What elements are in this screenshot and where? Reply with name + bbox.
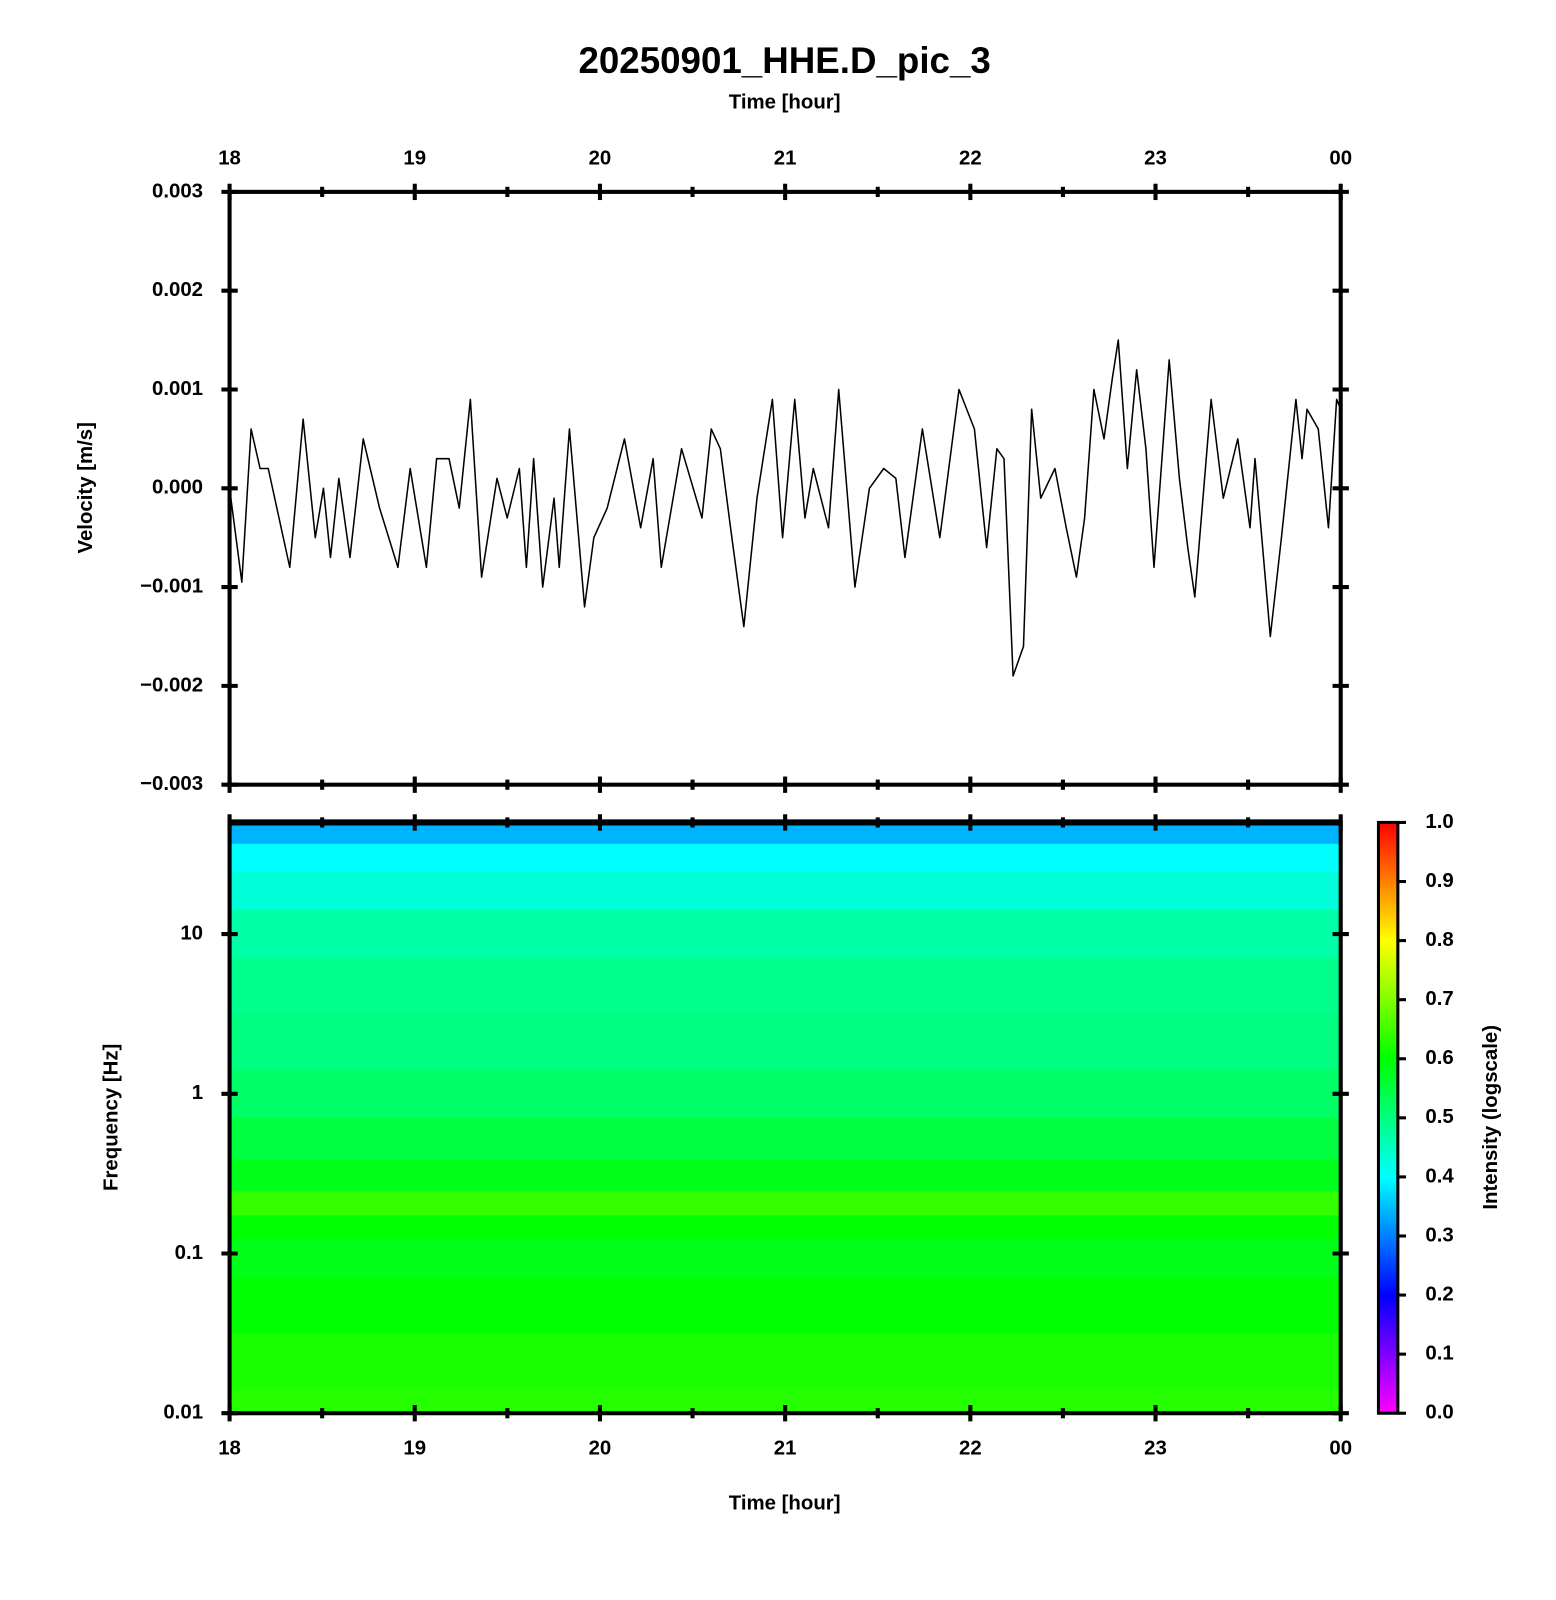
x-tick-label: 22 xyxy=(959,148,982,170)
spectrogram-band xyxy=(229,1239,1341,1279)
colorbar-label: Intensity (logscale) xyxy=(1480,1025,1502,1210)
colorbar-tick-label: 0.5 xyxy=(1425,1106,1453,1128)
x-tick-label: 20 xyxy=(589,148,612,170)
y-tick-label: 0.1 xyxy=(175,1242,203,1264)
x-tick-label: 21 xyxy=(774,148,797,170)
spectrogram-band xyxy=(229,958,1341,1015)
spectrogram-band xyxy=(229,1069,1341,1119)
y-tick-label: 0.01 xyxy=(163,1402,203,1424)
y-tick-label: 0.001 xyxy=(152,378,203,400)
spectrogram-band xyxy=(229,910,1341,959)
colorbar xyxy=(1376,820,1400,1415)
spectrogram-band xyxy=(229,843,1341,873)
y-tick-label: −0.003 xyxy=(140,773,203,795)
colorbar-tick-label: 0.3 xyxy=(1425,1224,1453,1246)
spectrogram-band xyxy=(229,1117,1341,1161)
spectrogram-band xyxy=(229,1191,1341,1216)
x-tick-label: 21 xyxy=(774,1437,797,1459)
colorbar-tick-label: 0.2 xyxy=(1425,1283,1453,1305)
y-axis-label: Frequency [Hz] xyxy=(101,1044,123,1191)
y-axis-label: Velocity [m/s] xyxy=(75,422,97,553)
y-tick-label: −0.001 xyxy=(140,575,203,597)
x-tick-label: 23 xyxy=(1144,148,1167,170)
spectrogram-band xyxy=(229,871,1341,911)
x-tick-label: 20 xyxy=(589,1437,612,1459)
colorbar-tick-label: 0.8 xyxy=(1425,929,1453,951)
x-axis-label: Time [hour] xyxy=(729,1492,841,1514)
colorbar-tick-label: 1.0 xyxy=(1425,811,1453,833)
colorbar-tick-label: 0.4 xyxy=(1425,1165,1454,1187)
x-tick-label: 18 xyxy=(218,148,241,170)
x-tick-label: 00 xyxy=(1329,148,1352,170)
colorbar-tick-label: 0.6 xyxy=(1425,1047,1453,1069)
colorbar-tick-label: 0.9 xyxy=(1425,870,1453,892)
spectrogram-band xyxy=(229,822,1341,845)
spectrogram-band xyxy=(229,1013,1341,1071)
spectrogram-band xyxy=(229,1159,1341,1192)
y-tick-label: −0.002 xyxy=(140,674,203,696)
colorbar-tick-label: 0.7 xyxy=(1425,988,1453,1010)
chart-title: 20250901_HHE.D_pic_3 xyxy=(578,40,990,81)
x-tick-label: 22 xyxy=(959,1437,982,1459)
x-tick-label: 23 xyxy=(1144,1437,1167,1459)
spectrogram xyxy=(229,822,1341,1414)
x-tick-label: 18 xyxy=(218,1437,241,1459)
spectrogram-band xyxy=(229,1333,1341,1390)
colorbar-tick-label: 0.0 xyxy=(1425,1402,1453,1424)
colorbar-tick-label: 0.1 xyxy=(1425,1343,1453,1365)
velocity-trace xyxy=(228,339,1342,677)
spectrogram-band xyxy=(229,1215,1341,1240)
y-tick-label: 10 xyxy=(180,922,203,944)
y-tick-label: 0.003 xyxy=(152,180,203,202)
x-tick-label: 00 xyxy=(1329,1437,1352,1459)
y-tick-label: 0.002 xyxy=(152,279,203,301)
x-tick-label: 19 xyxy=(403,148,426,170)
x-tick-label: 19 xyxy=(403,1437,426,1459)
y-tick-label: 1 xyxy=(192,1082,203,1104)
plot-frame xyxy=(227,189,1343,787)
x-axis-label: Time [hour] xyxy=(729,92,841,114)
spectrogram-band xyxy=(229,1277,1341,1334)
y-tick-label: 0.000 xyxy=(152,477,203,499)
